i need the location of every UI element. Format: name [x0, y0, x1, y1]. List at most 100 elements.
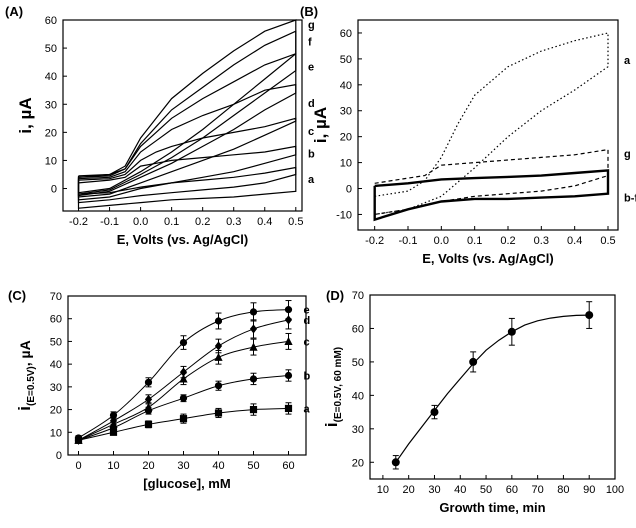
data-point [144, 394, 153, 404]
x-axis-title: [glucose], mM [143, 476, 230, 491]
y-tick-label: 20 [50, 405, 62, 417]
data-point [284, 404, 293, 413]
plot-frame [357, 19, 619, 231]
y-tick-label: 10 [340, 158, 352, 170]
data-point [249, 342, 258, 351]
y-tick-label: 50 [50, 336, 62, 348]
data-point [507, 327, 516, 336]
x-tick-label: 10 [107, 460, 119, 472]
panel-label: (C) [8, 288, 26, 303]
data-point [284, 306, 293, 314]
data-point [391, 458, 400, 467]
data-point [284, 336, 293, 346]
x-tick-label: 40 [212, 460, 224, 472]
x-tick-label: 10 [377, 484, 389, 496]
x-tick-label: 0 [75, 460, 81, 472]
x-tick-label: 0.1 [467, 235, 482, 247]
x-tick-label: 40 [454, 484, 466, 496]
series-a [74, 402, 293, 444]
y-tick-label: 70 [50, 291, 62, 303]
data-point [179, 367, 188, 377]
panel-3-axes: 0 10 20 30 40 50 60 0 10 20 30 40 50 60 70 [glucose], m… [50, 291, 307, 491]
series-label-d: d [304, 315, 311, 327]
plot-frame [62, 19, 303, 212]
y-axis-title-unit: , µA [17, 340, 33, 366]
x-tick-label: 50 [247, 460, 259, 472]
y-axis-title: i(E=0.5V, 60 mM) [322, 347, 344, 427]
data-point [585, 311, 594, 320]
y-tick-label: -10 [336, 209, 352, 221]
x-tick-label: 0.0 [434, 235, 449, 247]
series-label-c: c [308, 126, 314, 138]
series-label-g: g [624, 148, 631, 160]
cv-curve-f [77, 30, 297, 195]
data-point [109, 428, 118, 436]
data-point [144, 378, 153, 386]
panel-1-axes: -0.2 -0.1 0.0 0.1 0.2 0.3 0.4 0.5 0 10 20 30 40 50 60 E… [45, 15, 304, 247]
y-axis-title: i, µA [16, 97, 35, 133]
x-tick-label: 0.4 [257, 216, 272, 228]
x-tick-label: 60 [506, 484, 518, 496]
data-point [284, 315, 293, 325]
y-tick-label: 60 [45, 15, 57, 27]
x-tick-label: 20 [142, 460, 154, 472]
x-axis-title: E, Volts (vs. Ag/AgCl) [117, 232, 248, 247]
cv-curve-b-f [373, 169, 610, 222]
y-tick-label: 30 [352, 424, 364, 436]
panel-label: (D) [326, 288, 344, 303]
series-label-a: a [304, 403, 311, 415]
x-tick-label: 90 [583, 484, 595, 496]
data-point [249, 375, 258, 383]
data-point [249, 405, 258, 414]
series-label-b: b [308, 149, 315, 161]
series-label-b: b [304, 371, 311, 383]
y-tick-label: 40 [45, 71, 57, 83]
y-tick-label: 60 [50, 314, 62, 326]
x-tick-label: 100 [606, 484, 624, 496]
x-tick-label: 0.4 [567, 235, 582, 247]
y-tick-label: 20 [340, 132, 352, 144]
y-tick-label: 30 [340, 106, 352, 118]
cv-curve-a [374, 32, 609, 216]
data-point [249, 324, 258, 334]
data-point [214, 352, 223, 361]
fit-line [78, 340, 289, 441]
x-tick-label: 0.3 [226, 216, 241, 228]
x-tick-label: 50 [480, 484, 492, 496]
x-tick-label: -0.2 [69, 216, 88, 228]
y-tick-label: 30 [50, 382, 62, 394]
y-tick-label: 10 [45, 155, 57, 167]
y-tick-label: 50 [340, 54, 352, 66]
series-label-c: c [304, 336, 310, 348]
series-label-e: e [308, 62, 314, 74]
x-tick-label: 0.5 [600, 235, 615, 247]
y-tick-label: 10 [50, 427, 62, 439]
data-point [179, 415, 188, 423]
cv-curve-g [77, 19, 297, 194]
x-tick-label: 0.3 [534, 235, 549, 247]
x-tick-label: 0.1 [164, 216, 179, 228]
data-point [109, 411, 118, 419]
y-tick-label: 0 [56, 450, 62, 462]
x-tick-label: 0.5 [288, 216, 303, 228]
y-tick-label: 50 [45, 43, 57, 55]
data-point [179, 394, 188, 402]
y-tick-label: 50 [352, 357, 364, 369]
y-tick-label: 30 [45, 99, 57, 111]
panel-label: (B) [300, 4, 318, 19]
series-label-f: f [308, 36, 312, 48]
y-tick-label: 40 [352, 390, 364, 402]
data-point [144, 402, 153, 411]
x-tick-label: 70 [532, 484, 544, 496]
x-tick-label: 60 [282, 460, 294, 472]
series-label-g: g [308, 19, 315, 31]
y-tick-label: 20 [45, 127, 57, 139]
x-tick-label: -0.1 [399, 235, 418, 247]
data-point [284, 371, 293, 380]
data-point [109, 416, 118, 426]
y-axis-title-subscript: (E=0.5V, 60 mM) [333, 347, 344, 423]
series-label-d: d [308, 98, 315, 110]
x-tick-label: 80 [557, 484, 569, 496]
